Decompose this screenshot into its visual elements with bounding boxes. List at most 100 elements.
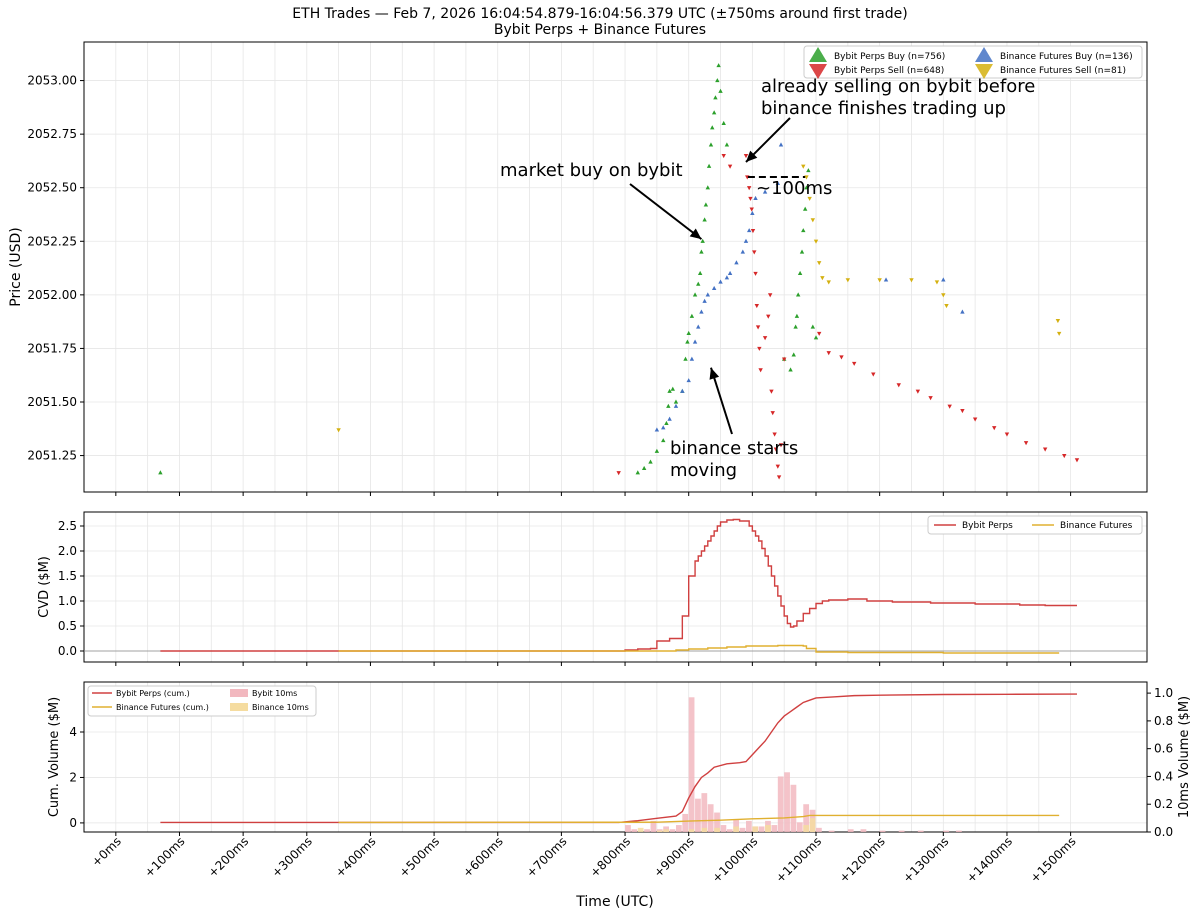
bar-bybit — [758, 826, 765, 832]
bar-bybit — [860, 829, 867, 832]
chart-title: ETH Trades — Feb 7, 2026 16:04:54.879-16… — [292, 6, 908, 22]
y-tick-label: 1.5 — [58, 569, 77, 583]
data-point-bybit_buy — [696, 281, 701, 286]
y-tick-label: 2052.25 — [27, 234, 77, 248]
bar-binance — [752, 826, 759, 832]
bar-bybit — [733, 819, 740, 832]
legend-marker-bybit_buy — [809, 47, 827, 62]
annotation-binance-line1: binance starts — [670, 438, 798, 459]
legend-marker-bybit_sell — [809, 64, 827, 79]
panel-frame — [83, 681, 1148, 833]
y-tick-label: 2052.50 — [27, 181, 77, 195]
cvd-plot-area — [84, 512, 1147, 662]
data-point-bybit_sell — [992, 426, 997, 431]
data-point-bybit_buy — [802, 206, 808, 211]
data-point-bybit_sell — [1042, 447, 1048, 452]
x-tick-label: +1000ms — [709, 834, 760, 885]
legend-label-binance: Binance Futures — [1060, 521, 1133, 531]
cvd-panel — [84, 512, 1147, 662]
x-tick-label: +1300ms — [900, 834, 951, 885]
bar-binance — [688, 829, 695, 832]
data-point-binance_sell — [813, 239, 819, 244]
data-point-binance_sell — [941, 293, 946, 298]
bar-bybit — [803, 804, 810, 832]
bar-bybit — [816, 827, 822, 832]
bar-bybit — [650, 820, 657, 832]
data-point-bybit_sell — [1062, 453, 1067, 459]
data-point-bybit_buy — [705, 185, 710, 190]
y-tick-label: 2052.75 — [27, 127, 77, 141]
data-point-bybit_buy — [702, 217, 707, 222]
bar-bybit — [917, 830, 924, 832]
x-tick-label: +200ms — [205, 834, 251, 880]
data-point-binance_buy — [680, 388, 685, 393]
data-point-bybit_buy — [661, 438, 666, 443]
x-tick-label: +700ms — [524, 834, 570, 880]
data-point-bybit_sell — [826, 351, 831, 356]
bars-binance — [637, 818, 816, 832]
data-point-binance_buy — [883, 277, 889, 282]
data-point-bybit_buy — [794, 313, 800, 318]
data-point-bybit_sell — [766, 314, 771, 319]
data-point-bybit_sell — [928, 396, 933, 401]
bar-binance — [803, 825, 810, 832]
data-point-bybit_buy — [797, 270, 803, 276]
y-tick-label: 1.0 — [58, 594, 77, 608]
legend-label-bybit: Bybit Perps — [962, 521, 1013, 531]
data-point-bybit_buy — [716, 63, 721, 68]
legend-label-binance_sell: Binance Futures Sell (n=81) — [1000, 66, 1126, 76]
x-tick-label: +0ms — [89, 834, 124, 869]
volume-y-axis-label: Cum. Volume ($M) — [47, 697, 62, 817]
arrow-already-selling — [745, 117, 791, 163]
data-point-bybit_sell — [816, 331, 822, 336]
data-point-bybit_buy — [673, 399, 679, 404]
bar-bybit — [675, 825, 682, 832]
annotation-already-selling-line1: already selling on bybit before — [761, 76, 1035, 97]
bar-bybit — [707, 804, 714, 832]
data-point-binance_buy — [734, 260, 739, 265]
y2-tick-label: 0.2 — [1154, 797, 1173, 811]
price-panel — [84, 42, 1147, 492]
legend-label-bybit-10ms: Bybit 10ms — [252, 689, 297, 698]
bar-bybit — [956, 830, 962, 832]
bar-bybit — [898, 830, 905, 832]
y-tick-label: 2051.25 — [27, 449, 77, 463]
data-point-binance_buy — [718, 279, 723, 284]
data-point-bybit_sell — [1004, 432, 1010, 437]
data-point-bybit_sell — [754, 303, 760, 309]
annotation-market-buy: market buy on bybit — [500, 160, 683, 181]
data-point-binance_buy — [778, 142, 784, 147]
volume-y2-axis-label: 10ms Volume ($M) — [1177, 696, 1192, 818]
y2-tick-label: 0.4 — [1154, 769, 1173, 783]
y2-axis: 0.0 0.2 0.4 0.6 0.8 1.0 — [1147, 686, 1173, 839]
data-point-bybit_buy — [683, 356, 688, 361]
bar-binance — [714, 827, 720, 832]
data-point-bybit_buy — [813, 335, 819, 340]
data-point-bybit_sell — [749, 207, 754, 212]
data-point-binance_sell — [934, 280, 940, 285]
legend-marker-binance_buy — [975, 47, 993, 62]
data-point-bybit_buy — [158, 470, 163, 475]
x-tick-label: +900ms — [651, 834, 697, 880]
data-point-bybit_buy — [799, 249, 805, 254]
annotation-binance-line2: moving — [670, 460, 737, 481]
legend-swatch-bybit-10ms — [230, 689, 248, 697]
data-point-binance_buy — [775, 180, 781, 186]
bar-bybit — [688, 697, 695, 832]
data-point-bybit_buy — [793, 324, 798, 329]
data-point-bybit_buy — [721, 120, 726, 126]
data-point-bybit_sell — [773, 447, 779, 452]
data-point-bybit_buy — [804, 185, 809, 190]
data-point-bybit_sell — [851, 361, 857, 366]
legend-swatch-binance-10ms — [230, 703, 248, 711]
data-point-bybit_sell — [947, 404, 952, 409]
data-point-binance_buy — [699, 309, 704, 314]
data-point-binance_sell — [944, 303, 949, 309]
legend-marker-binance_sell — [975, 64, 993, 79]
legend-box — [87, 685, 317, 717]
data-point-bybit_sell — [775, 464, 781, 469]
data-point-binance_buy — [661, 425, 666, 430]
annotation-100ms: ~100ms — [756, 178, 832, 199]
